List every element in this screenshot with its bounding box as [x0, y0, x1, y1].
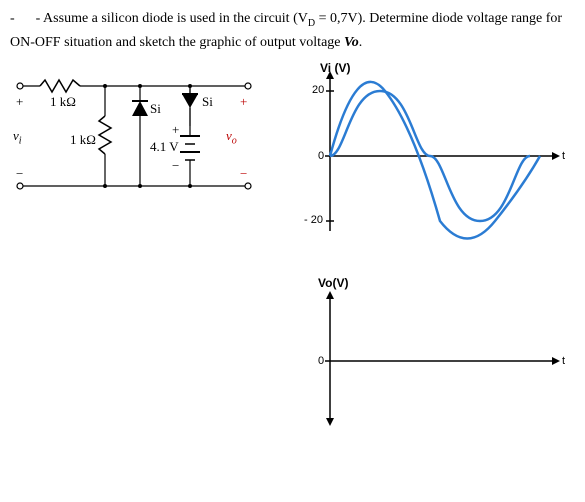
vd-subscript: D — [308, 18, 315, 29]
vo-label: vo — [226, 128, 237, 147]
problem-end: . — [359, 35, 363, 50]
vi-ymin: - 20 — [304, 214, 323, 226]
r-top-label: 1 kΩ — [50, 94, 76, 110]
problem-statement: - - Assume a silicon diode is used in th… — [10, 8, 575, 54]
vi-xlabel: t — [562, 150, 565, 162]
vo-title: Vo(V) — [318, 276, 348, 290]
circuit-diagram: + 1 kΩ vi − 1 kΩ Si Si 4.1 V + − + vo − — [10, 66, 270, 196]
battery-label: 4.1 V — [150, 139, 179, 155]
problem-text-1: - Assume a silicon diode is used in the … — [36, 11, 308, 26]
problem-prefix: - — [10, 11, 15, 26]
vo-symbol: Vo — [344, 35, 359, 50]
vi-svg — [290, 66, 570, 246]
vi-zero: 0 — [318, 150, 324, 162]
vi-graph: Vi (V) 20 0 - 20 t — [290, 66, 575, 251]
r-left-label: 1 kΩ — [70, 132, 96, 148]
vo-zero: 0 — [318, 355, 324, 367]
vi-minus: − — [16, 166, 23, 182]
battery-plus: + — [172, 122, 179, 138]
battery-minus: − — [172, 158, 179, 174]
vo-plus: + — [240, 94, 247, 110]
vo-xlabel: t — [562, 355, 565, 367]
vi-plus: + — [16, 94, 23, 110]
vi-ymax: 20 — [312, 84, 324, 96]
vi-title: Vi (V) — [320, 61, 350, 75]
diode1-label: Si — [150, 101, 161, 117]
vo-minus: − — [240, 166, 247, 182]
diode2-label: Si — [202, 94, 213, 110]
vi-label: vi — [13, 128, 22, 147]
vo-graph: Vo(V) 0 t — [290, 261, 575, 441]
